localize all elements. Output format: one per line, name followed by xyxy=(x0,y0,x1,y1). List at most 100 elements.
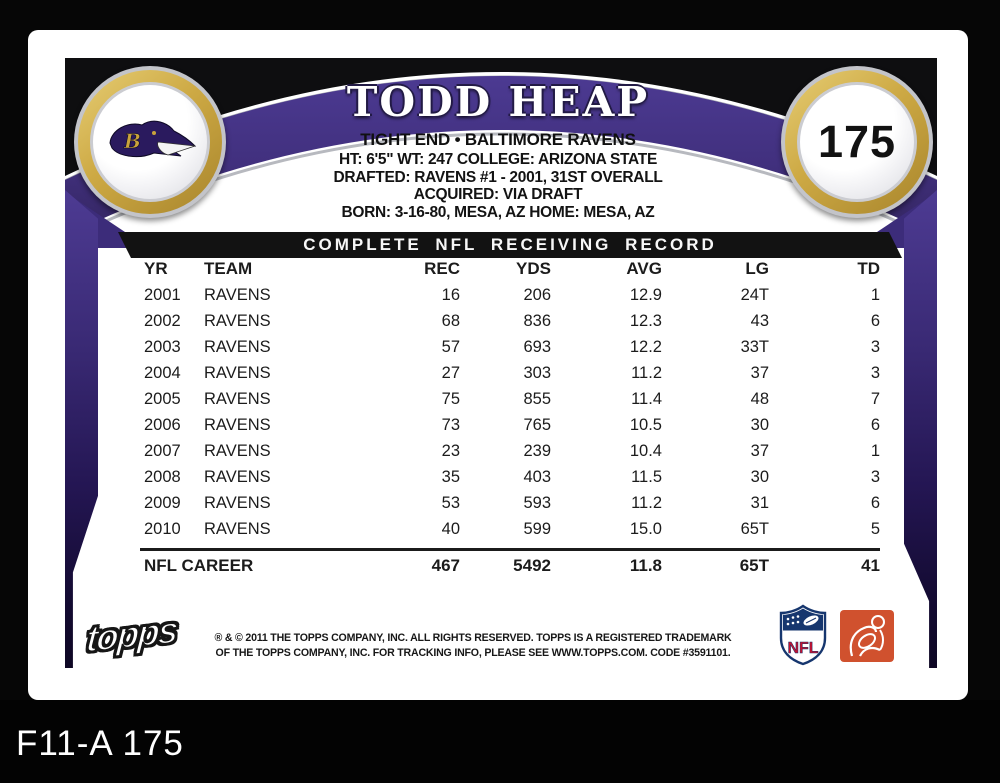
table-row: 2004 RAVENS 27 303 11.2 37 3 xyxy=(140,360,880,386)
cell-yds: 403 xyxy=(523,467,551,486)
table-row: 2006 RAVENS 73 765 10.5 30 6 xyxy=(140,412,880,438)
cell-avg: 12.9 xyxy=(629,285,662,304)
cell-yds: 206 xyxy=(523,285,551,304)
nflpa-player-icon xyxy=(840,610,894,662)
bio-block: HT: 6'5" WT: 247 COLLEGE: ARIZONA STATE … xyxy=(178,151,818,221)
cell-td: 6 xyxy=(870,493,880,512)
stats-banner-title: COMPLETE NFL RECEIVING RECORD xyxy=(303,235,717,254)
col-header-td: TD xyxy=(857,259,880,278)
gold-ring: 175 xyxy=(785,70,929,214)
cell-avg: 11.4 xyxy=(631,389,662,408)
silver-ring: 175 xyxy=(797,82,917,202)
nfl-shield-icon: NFL xyxy=(779,604,827,666)
cell-team: RAVENS xyxy=(204,441,271,460)
col-header-yr: YR xyxy=(144,259,168,278)
career-avg: 11.8 xyxy=(629,555,662,575)
nfl-logo-text: NFL xyxy=(787,640,818,657)
cell-avg: 11.5 xyxy=(631,467,662,486)
cell-yds: 303 xyxy=(523,363,551,382)
table-row: 2001 RAVENS 16 206 12.9 24T 1 xyxy=(140,282,880,308)
cell-yds: 765 xyxy=(523,415,551,434)
cell-rec: 27 xyxy=(441,363,460,382)
cell-rec: 57 xyxy=(441,337,460,356)
cell-lg: 43 xyxy=(750,311,769,330)
cell-yr: 2009 xyxy=(144,493,181,512)
cell-lg: 33T xyxy=(740,337,769,356)
cell-td: 5 xyxy=(870,519,880,538)
cell-avg: 11.2 xyxy=(631,493,662,512)
cell-td: 3 xyxy=(870,337,880,356)
card-number: 175 xyxy=(817,116,897,167)
gold-ring: B xyxy=(78,70,222,214)
copyright-line-1: ® & © 2011 THE TOPPS COMPANY, INC. ALL R… xyxy=(214,632,732,644)
col-header-avg: AVG xyxy=(626,259,662,278)
stats-table: YR TEAM REC YDS AVG LG TD 2001 RAVENS 16… xyxy=(140,256,880,578)
cell-rec: 53 xyxy=(441,493,460,512)
bio-line-drafted: DRAFTED: RAVENS #1 - 2001, 31ST OVERALL xyxy=(333,168,663,186)
cell-yds: 593 xyxy=(523,493,551,512)
cell-yr: 2006 xyxy=(144,415,181,434)
table-row: 2002 RAVENS 68 836 12.3 43 6 xyxy=(140,308,880,334)
cell-avg: 10.4 xyxy=(629,441,662,460)
cell-team: RAVENS xyxy=(204,311,271,330)
cell-yr: 2003 xyxy=(144,337,181,356)
trading-card-back: TODD HEAP TIGHT END • BALTIMORE RAVENS H… xyxy=(28,30,968,700)
cell-yr: 2007 xyxy=(144,441,181,460)
cell-lg: 30 xyxy=(750,415,769,434)
cell-yr: 2004 xyxy=(144,363,181,382)
copyright-line-2: OF THE TOPPS COMPANY, INC. FOR TRACKING … xyxy=(215,647,731,659)
cell-lg: 65T xyxy=(740,519,769,538)
career-label: NFL CAREER xyxy=(144,555,254,575)
cell-team: RAVENS xyxy=(204,389,271,408)
cell-yds: 239 xyxy=(523,441,551,460)
cell-team: RAVENS xyxy=(204,467,271,486)
cell-yds: 836 xyxy=(523,311,551,330)
cell-team: RAVENS xyxy=(204,337,271,356)
cell-avg: 11.2 xyxy=(631,363,662,382)
medallion-face: 175 xyxy=(800,85,914,199)
cell-td: 6 xyxy=(870,415,880,434)
cell-td: 7 xyxy=(870,389,880,408)
silver-ring: B xyxy=(90,82,210,202)
cell-rec: 73 xyxy=(441,415,460,434)
bio-line-ht-wt-college: HT: 6'5" WT: 247 COLLEGE: ARIZONA STATE xyxy=(339,151,657,168)
cell-lg: 37 xyxy=(750,441,769,460)
right-purple-bar xyxy=(904,190,937,668)
cell-rec: 16 xyxy=(441,285,460,304)
cell-td: 1 xyxy=(870,285,880,304)
cell-yr: 2001 xyxy=(144,285,181,304)
cell-lg: 24T xyxy=(740,285,769,304)
stats-header-row: YR TEAM REC YDS AVG LG TD xyxy=(140,256,880,282)
cell-yr: 2005 xyxy=(144,389,181,408)
team-logo-medallion: B xyxy=(74,66,226,218)
col-header-yds: YDS xyxy=(516,259,551,278)
caption-bar: F11-A 175 xyxy=(0,700,1000,783)
stats-banner: COMPLETE NFL RECEIVING RECORD xyxy=(118,232,902,258)
career-yds: 5492 xyxy=(513,555,551,575)
caption-label: F11-A 175 xyxy=(16,724,184,763)
cell-avg: 12.2 xyxy=(629,337,662,356)
cell-team: RAVENS xyxy=(204,363,271,382)
cell-rec: 23 xyxy=(441,441,460,460)
left-purple-bar xyxy=(65,190,98,668)
cell-yds: 599 xyxy=(523,519,551,538)
table-row: 2010 RAVENS 40 599 15.0 65T 5 xyxy=(140,516,880,542)
player-name: TODD HEAP xyxy=(346,78,650,126)
medallion-face: B xyxy=(93,85,207,199)
cell-team: RAVENS xyxy=(204,493,271,512)
cell-rec: 40 xyxy=(441,519,460,538)
table-row: 2007 RAVENS 23 239 10.4 37 1 xyxy=(140,438,880,464)
cell-team: RAVENS xyxy=(204,415,271,434)
table-row: 2009 RAVENS 53 593 11.2 31 6 xyxy=(140,490,880,516)
cell-td: 1 xyxy=(870,441,880,460)
cell-avg: 15.0 xyxy=(629,519,662,538)
cell-yr: 2010 xyxy=(144,519,181,538)
bio-line-born-home: BORN: 3-16-80, MESA, AZ HOME: MESA, AZ xyxy=(341,203,655,221)
bio-line-acquired: ACQUIRED: VIA DRAFT xyxy=(413,186,583,203)
col-header-lg: LG xyxy=(745,259,769,278)
cell-lg: 37 xyxy=(750,363,769,382)
ravens-head-icon: B xyxy=(109,120,197,158)
cell-rec: 75 xyxy=(441,389,460,408)
table-row: 2003 RAVENS 57 693 12.2 33T 3 xyxy=(140,334,880,360)
cell-td: 6 xyxy=(870,311,880,330)
